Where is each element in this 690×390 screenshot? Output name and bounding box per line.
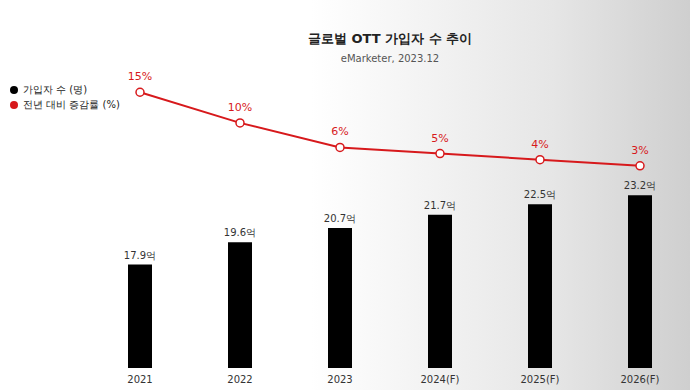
svg-text:2026(F): 2026(F)	[620, 374, 659, 385]
svg-text:15%: 15%	[128, 70, 152, 83]
svg-text:21.7억: 21.7억	[424, 200, 456, 211]
html-text:가입자 수 (명): 가입자 수 (명)	[23, 84, 88, 95]
svg-text:2023: 2023	[327, 374, 352, 385]
svg-text:22.5억: 22.5억	[524, 189, 556, 200]
svg-text:19.6억: 19.6억	[224, 227, 256, 238]
html-text:전년 대비 증감률 (%): 전년 대비 증감률 (%)	[23, 99, 120, 110]
svg-text:6%: 6%	[331, 125, 348, 138]
html-text:글로벌 OTT 가입자 수 추이: 글로벌 OTT 가입자 수 추이	[307, 31, 473, 46]
svg-text:17.9억: 17.9억	[124, 250, 156, 261]
svg-text:20.7억: 20.7억	[324, 213, 356, 224]
svg-text:4%: 4%	[531, 138, 548, 151]
svg-text:10%: 10%	[228, 101, 252, 114]
svg-text:3%: 3%	[631, 144, 648, 157]
html-text:eMarketer, 2023.12: eMarketer, 2023.12	[340, 53, 440, 64]
svg-text:2021: 2021	[127, 374, 152, 385]
svg-text:5%: 5%	[431, 132, 448, 145]
svg-text:23.2억: 23.2억	[624, 180, 656, 191]
svg-text:2022: 2022	[227, 374, 252, 385]
svg-text:2024(F): 2024(F)	[420, 374, 459, 385]
svg-text:2025(F): 2025(F)	[520, 374, 559, 385]
